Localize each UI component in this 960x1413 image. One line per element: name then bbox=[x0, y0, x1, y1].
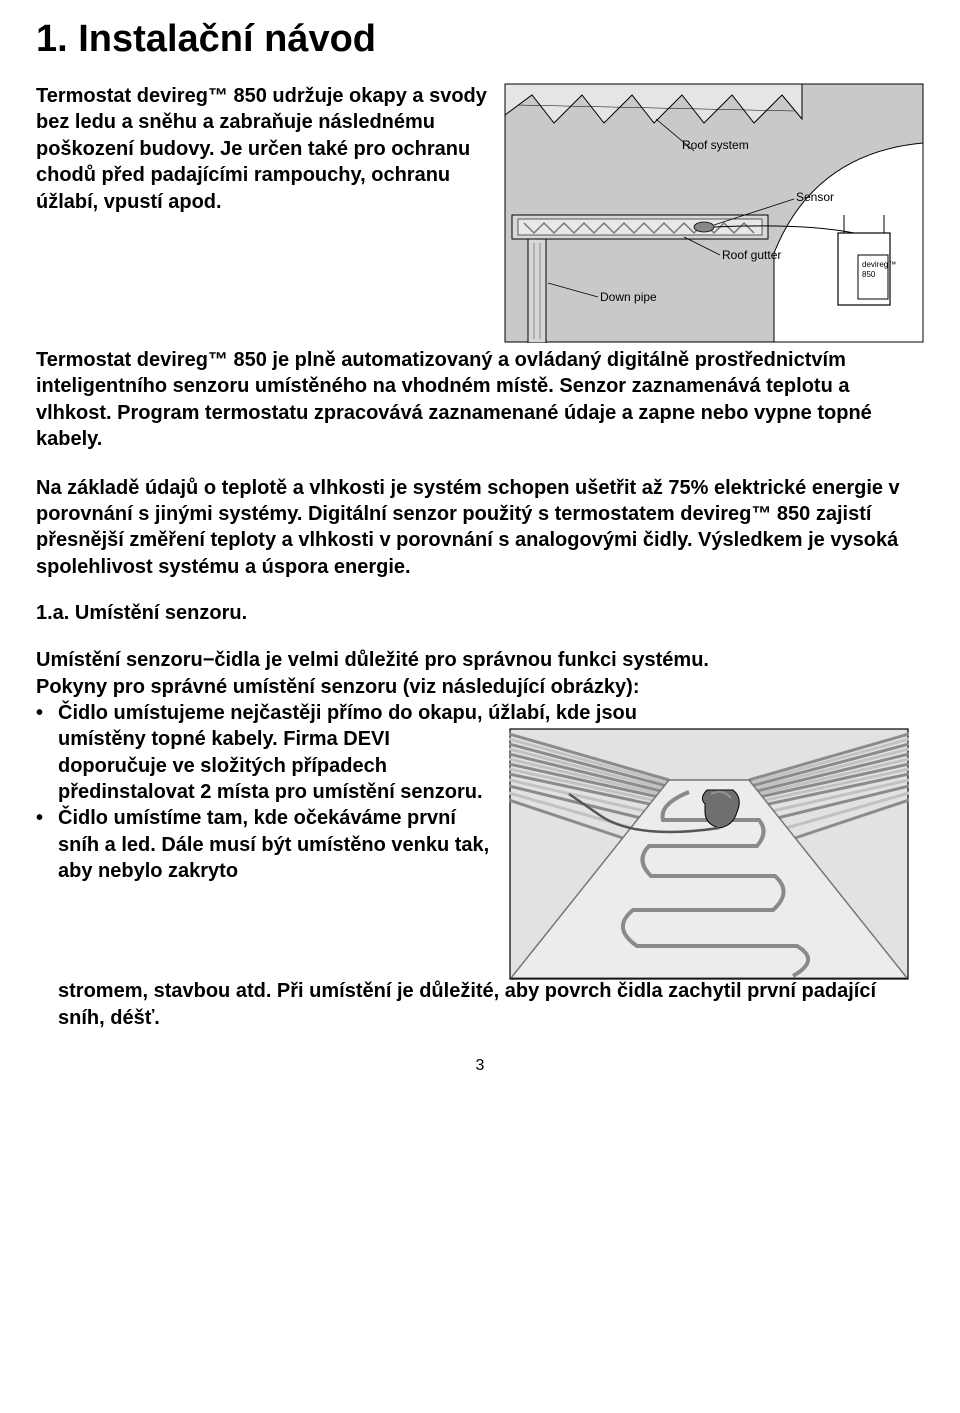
bullet-mark: • bbox=[36, 700, 58, 726]
subheading: 1.a. Umístění senzoru. bbox=[36, 602, 924, 625]
bullet-2-body: Čidlo umístíme tam, kde očekáváme první … bbox=[58, 805, 495, 884]
list-text-column: umístěny topné kabely. Firma DEVI doporu… bbox=[36, 726, 495, 884]
bullet-mark: • bbox=[36, 805, 58, 884]
bullet-1-rest: umístěny topné kabely. Firma DEVI doporu… bbox=[36, 726, 495, 805]
bullet-2-tail: stromem, stavbou atd. Při umístění je dů… bbox=[36, 978, 924, 1031]
bullet-2: • Čidlo umístíme tam, kde očekáváme prvn… bbox=[36, 805, 495, 884]
label-roof-gutter: Roof gutter bbox=[722, 248, 781, 262]
paragraph-3: Na základě údajů o teplotě a vlhkosti je… bbox=[36, 475, 924, 581]
page-number: 3 bbox=[36, 1057, 924, 1075]
device-label-2: 850 bbox=[862, 270, 876, 279]
roof-diagram-wrap: devireg™ 850 Roof system Sensor Roof gut… bbox=[504, 83, 924, 343]
roof-diagram-icon: devireg™ 850 Roof system Sensor Roof gut… bbox=[504, 83, 924, 343]
device-label: devireg™ bbox=[862, 260, 896, 269]
intro-paragraph: Termostat devireg™ 850 udržuje okapy a s… bbox=[36, 83, 492, 215]
sensor-illustration-icon bbox=[509, 728, 909, 980]
label-roof-system: Roof system bbox=[682, 138, 749, 152]
list-section: umístěny topné kabely. Firma DEVI doporu… bbox=[36, 726, 924, 980]
sensor-illustration-wrap bbox=[509, 728, 924, 980]
label-down-pipe: Down pipe bbox=[600, 290, 657, 304]
bullet-1-body-line1: Čidlo umístujeme nejčastěji přímo do oka… bbox=[58, 700, 924, 726]
paragraph-2: Termostat devireg™ 850 je plně automatiz… bbox=[36, 347, 924, 453]
sensor-lead-1: Umístění senzoru−čidla je velmi důležité… bbox=[36, 647, 924, 673]
bullet-1-line1: • Čidlo umístujeme nejčastěji přímo do o… bbox=[36, 700, 924, 726]
page-title: 1. Instalační návod bbox=[36, 18, 924, 61]
label-sensor: Sensor bbox=[796, 190, 834, 204]
intro-row: Termostat devireg™ 850 udržuje okapy a s… bbox=[36, 83, 924, 343]
sensor-lead-2: Pokyny pro správné umístění senzoru (viz… bbox=[36, 674, 924, 700]
